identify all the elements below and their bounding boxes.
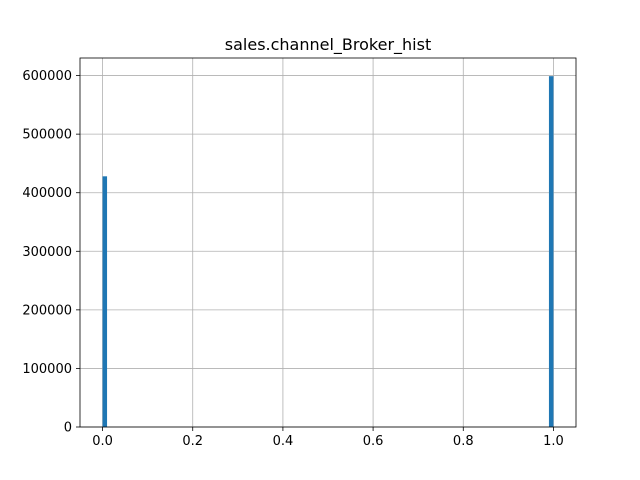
y-tick-label: 100000 [22, 362, 72, 377]
plot-frame [79, 57, 577, 428]
x-tick-label: 0.2 [182, 434, 203, 449]
y-tick-label: 300000 [22, 245, 72, 260]
histogram-bar [102, 176, 108, 427]
x-axis-ticks: 0.0 0.2 0.4 0.6 0.8 1.0 [92, 427, 564, 449]
x-tick-label: 0.4 [273, 434, 294, 449]
y-tick-label: 0 [64, 421, 72, 436]
grid-lines [80, 58, 576, 428]
x-tick-label: 0.8 [453, 434, 474, 449]
x-tick-label: 0.6 [363, 434, 384, 449]
y-tick-label: 200000 [22, 303, 72, 318]
y-tick-label: 400000 [22, 186, 72, 201]
x-tick-label: 1.0 [543, 434, 564, 449]
y-tick-label: 600000 [22, 69, 72, 84]
x-tick-label: 0.0 [92, 434, 113, 449]
y-tick-label: 500000 [22, 128, 72, 143]
histogram-bar [548, 76, 554, 428]
bars [102, 76, 554, 428]
y-axis-ticks: 0 100000 200000 300000 400000 500000 600000 [22, 69, 80, 436]
chart-title: sales.channel_Broker_hist [225, 35, 431, 55]
